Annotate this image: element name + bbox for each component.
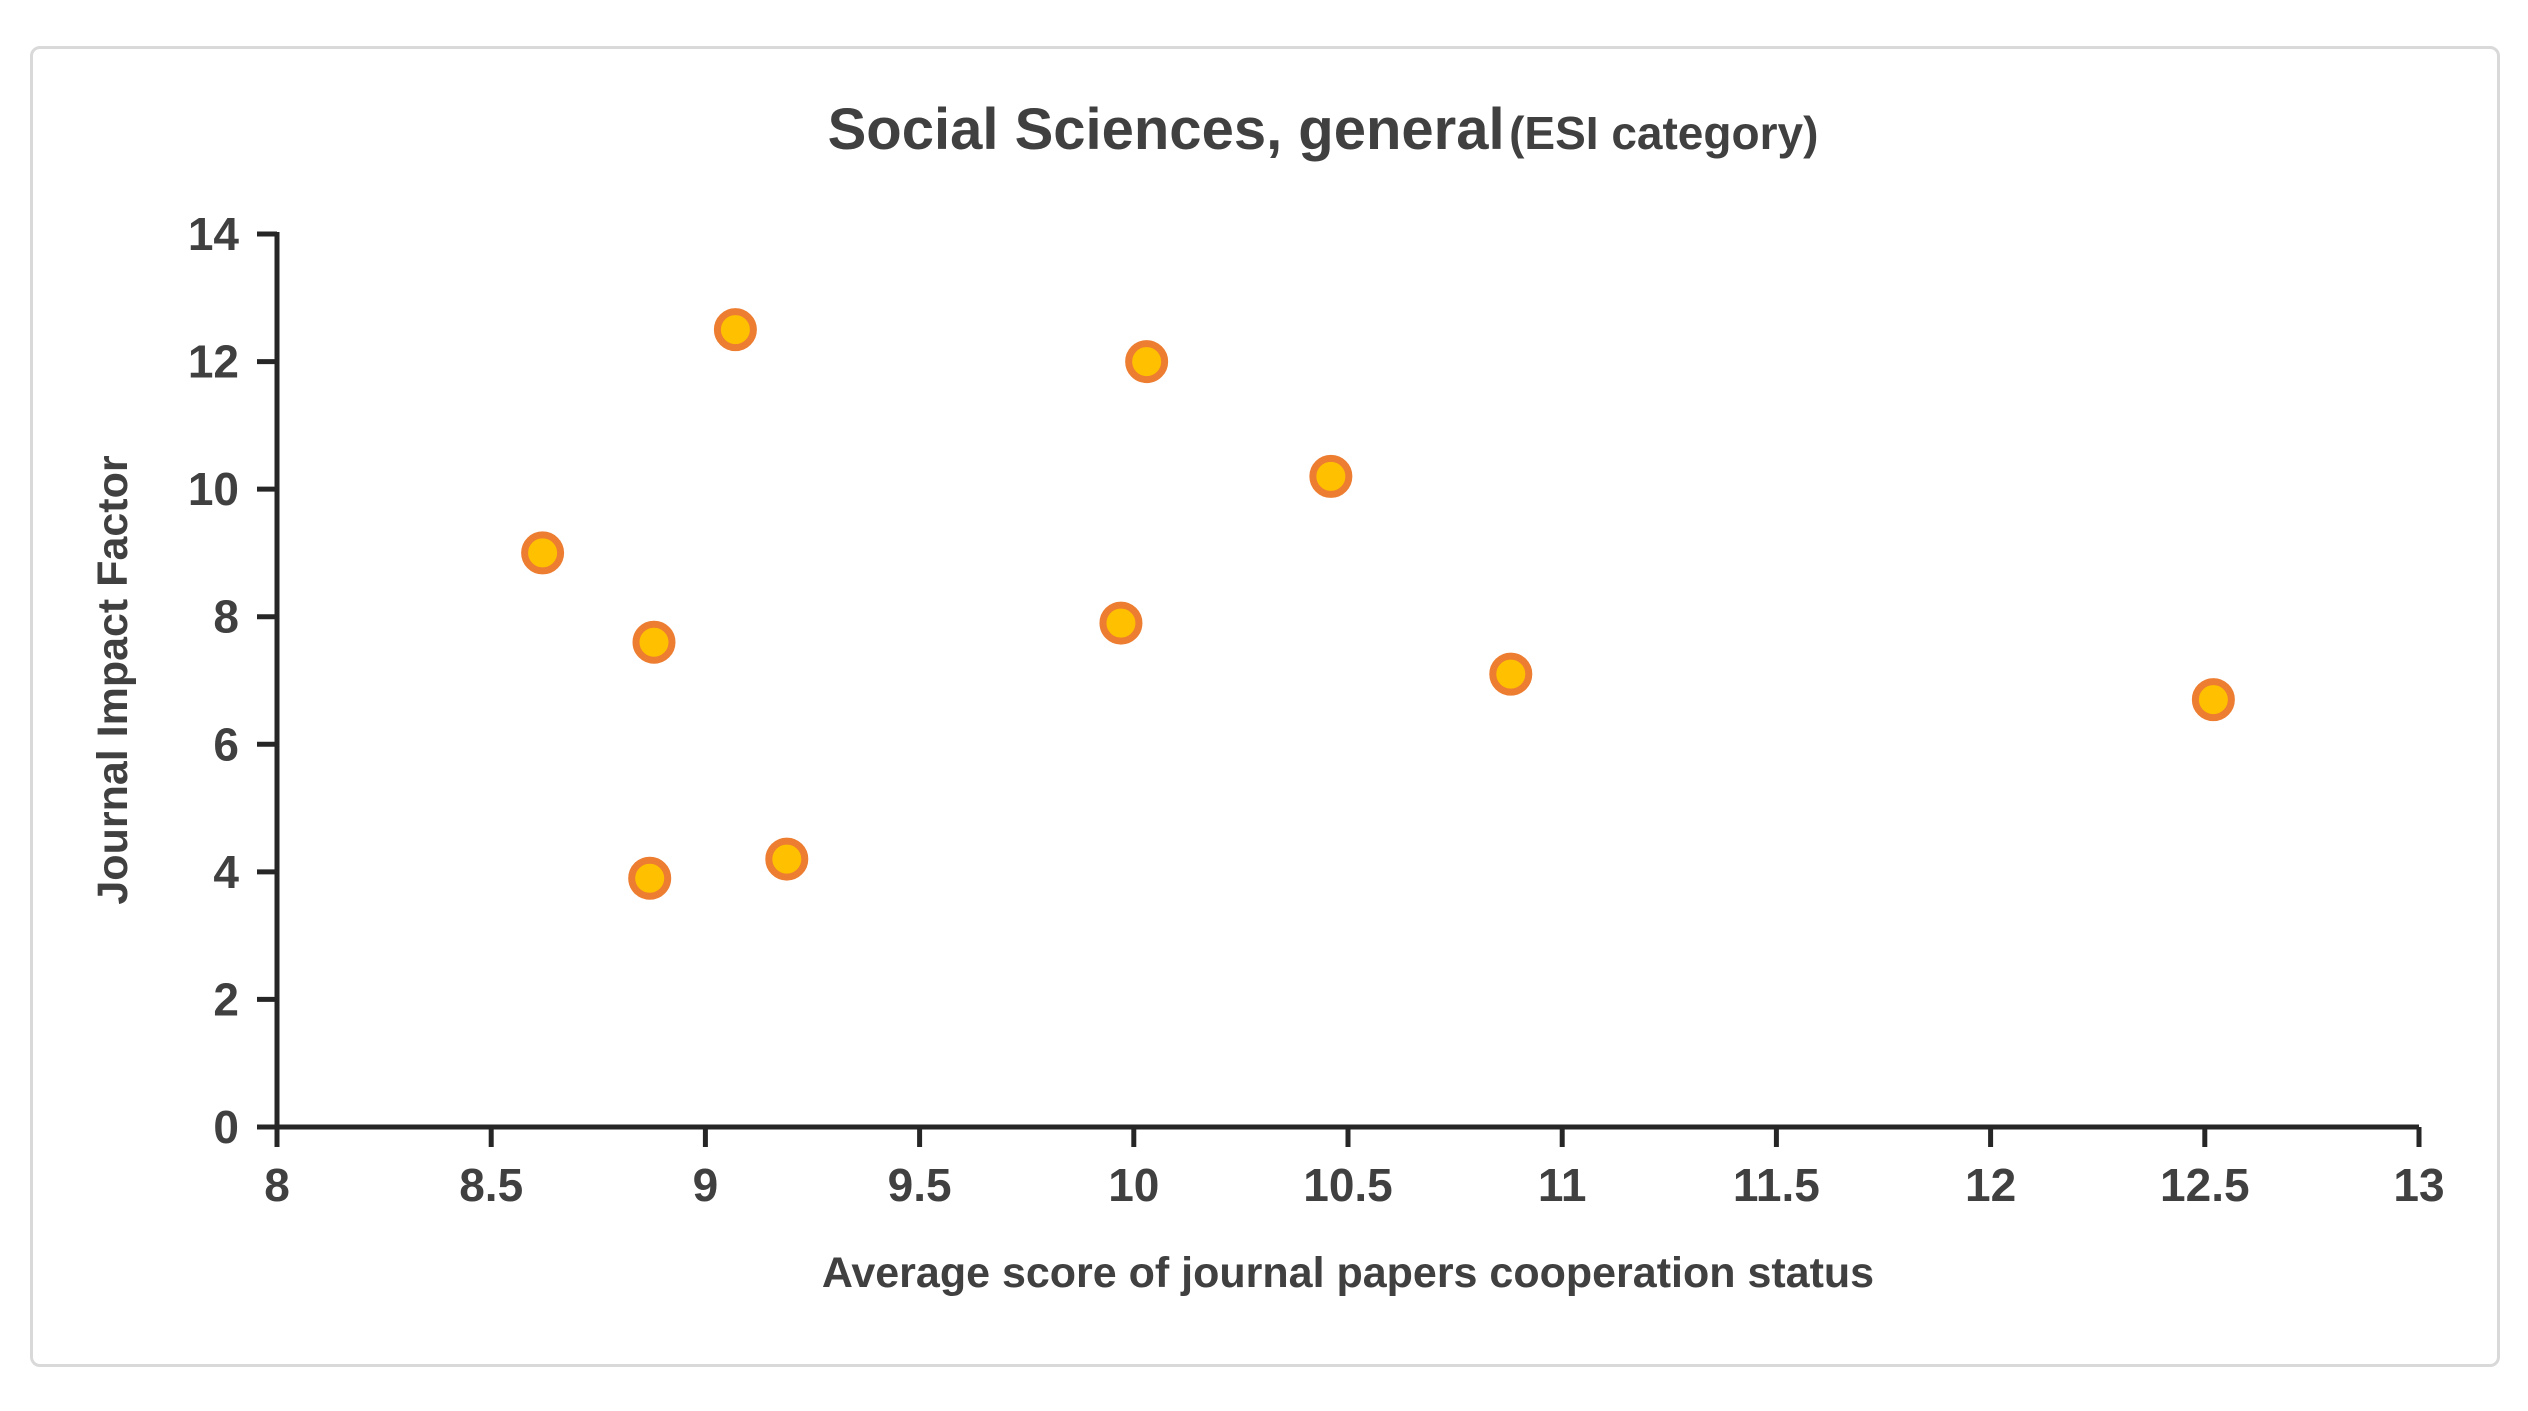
x-tick-label: 12 xyxy=(1965,1159,2016,1211)
x-axis-ticks: 8 8.5 9 9.5 10 10.5 11 11.5 12 12.5 13 xyxy=(264,1127,2445,1211)
scatter-chart: Social Sciences, general (ESI category) … xyxy=(89,97,2445,1297)
y-tick-label: 6 xyxy=(213,718,239,770)
chart-title-main: Social Sciences, general xyxy=(828,97,1505,162)
y-axis-ticks: 0 2 4 6 8 10 12 14 xyxy=(188,208,277,1153)
data-point xyxy=(2191,678,2235,722)
data-point xyxy=(1099,601,1143,645)
y-tick-label: 12 xyxy=(188,336,239,388)
data-points xyxy=(521,308,2235,900)
y-tick-label: 10 xyxy=(188,463,239,515)
data-point xyxy=(1125,340,1169,384)
x-tick-label: 10 xyxy=(1108,1159,1159,1211)
data-point xyxy=(632,620,676,664)
y-tick-label: 14 xyxy=(188,208,240,260)
x-tick-label: 11 xyxy=(1538,1159,1587,1211)
x-tick-label: 12.5 xyxy=(2160,1159,2250,1211)
y-axis-label: Journal Impact Factor xyxy=(89,455,137,904)
x-tick-label: 9.5 xyxy=(888,1159,952,1211)
x-tick-label: 8.5 xyxy=(459,1159,523,1211)
chart-title: Social Sciences, general (ESI category) xyxy=(828,97,1819,162)
y-tick-label: 0 xyxy=(213,1101,239,1153)
x-tick-label: 9 xyxy=(693,1159,719,1211)
data-point xyxy=(713,308,757,352)
chart-frame: Social Sciences, general (ESI category) … xyxy=(30,46,2500,1367)
data-point xyxy=(765,837,809,881)
x-tick-label: 13 xyxy=(2393,1159,2444,1211)
x-axis-label: Average score of journal papers cooperat… xyxy=(822,1249,1874,1297)
data-point xyxy=(521,531,565,575)
y-tick-label: 4 xyxy=(213,846,239,898)
x-tick-label: 8 xyxy=(264,1159,290,1211)
data-point xyxy=(1489,652,1533,696)
data-point xyxy=(628,856,672,900)
x-tick-label: 10.5 xyxy=(1303,1159,1393,1211)
y-tick-label: 8 xyxy=(213,591,239,643)
y-tick-label: 2 xyxy=(213,973,239,1025)
data-point xyxy=(1309,454,1353,498)
x-tick-label: 11.5 xyxy=(1733,1159,1820,1211)
chart-title-suffix: (ESI category) xyxy=(1509,107,1818,159)
